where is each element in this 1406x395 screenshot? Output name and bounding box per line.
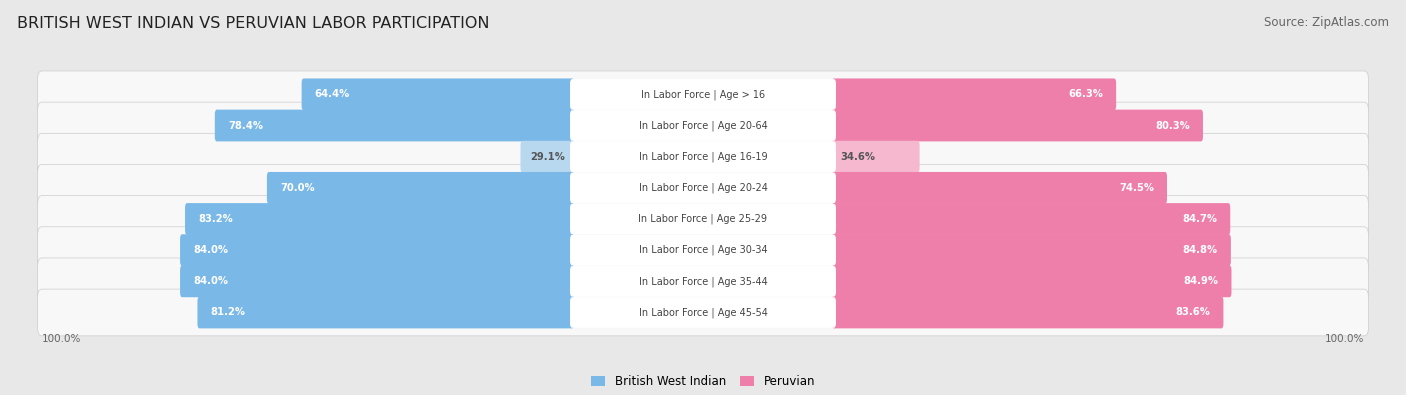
Text: Source: ZipAtlas.com: Source: ZipAtlas.com: [1264, 16, 1389, 29]
Text: In Labor Force | Age 30-34: In Labor Force | Age 30-34: [638, 245, 768, 256]
Text: 84.9%: 84.9%: [1184, 276, 1219, 286]
FancyBboxPatch shape: [38, 289, 1368, 336]
FancyBboxPatch shape: [832, 79, 1116, 110]
FancyBboxPatch shape: [569, 79, 837, 110]
Text: In Labor Force | Age > 16: In Labor Force | Age > 16: [641, 89, 765, 100]
Text: 100.0%: 100.0%: [1324, 334, 1364, 344]
FancyBboxPatch shape: [38, 102, 1368, 149]
FancyBboxPatch shape: [520, 141, 574, 173]
Text: 64.4%: 64.4%: [315, 89, 350, 100]
FancyBboxPatch shape: [569, 110, 837, 141]
FancyBboxPatch shape: [569, 297, 837, 328]
FancyBboxPatch shape: [197, 297, 574, 328]
Text: 83.2%: 83.2%: [198, 214, 233, 224]
Legend: British West Indian, Peruvian: British West Indian, Peruvian: [591, 375, 815, 388]
Text: 84.0%: 84.0%: [193, 245, 228, 255]
FancyBboxPatch shape: [832, 234, 1230, 266]
FancyBboxPatch shape: [38, 134, 1368, 180]
Text: In Labor Force | Age 20-24: In Labor Force | Age 20-24: [638, 182, 768, 193]
Text: In Labor Force | Age 25-29: In Labor Force | Age 25-29: [638, 214, 768, 224]
FancyBboxPatch shape: [38, 196, 1368, 243]
FancyBboxPatch shape: [832, 172, 1167, 204]
FancyBboxPatch shape: [38, 71, 1368, 118]
FancyBboxPatch shape: [569, 141, 837, 172]
Text: 84.8%: 84.8%: [1182, 245, 1218, 255]
FancyBboxPatch shape: [302, 79, 574, 110]
Text: 74.5%: 74.5%: [1119, 183, 1154, 193]
Text: 66.3%: 66.3%: [1069, 89, 1104, 100]
Text: 34.6%: 34.6%: [841, 152, 876, 162]
Text: BRITISH WEST INDIAN VS PERUVIAN LABOR PARTICIPATION: BRITISH WEST INDIAN VS PERUVIAN LABOR PA…: [17, 16, 489, 31]
FancyBboxPatch shape: [38, 164, 1368, 211]
Text: In Labor Force | Age 45-54: In Labor Force | Age 45-54: [638, 307, 768, 318]
FancyBboxPatch shape: [38, 227, 1368, 273]
FancyBboxPatch shape: [832, 203, 1230, 235]
FancyBboxPatch shape: [569, 235, 837, 265]
FancyBboxPatch shape: [832, 141, 920, 173]
FancyBboxPatch shape: [832, 297, 1223, 328]
Text: In Labor Force | Age 35-44: In Labor Force | Age 35-44: [638, 276, 768, 287]
FancyBboxPatch shape: [569, 204, 837, 234]
Text: 70.0%: 70.0%: [280, 183, 315, 193]
FancyBboxPatch shape: [569, 173, 837, 203]
Text: 80.3%: 80.3%: [1156, 120, 1189, 130]
Text: 84.0%: 84.0%: [193, 276, 228, 286]
FancyBboxPatch shape: [569, 266, 837, 297]
Text: 84.7%: 84.7%: [1182, 214, 1218, 224]
FancyBboxPatch shape: [832, 265, 1232, 297]
Text: 81.2%: 81.2%: [211, 307, 246, 318]
Text: 83.6%: 83.6%: [1175, 307, 1211, 318]
Text: 29.1%: 29.1%: [530, 152, 565, 162]
Text: In Labor Force | Age 20-64: In Labor Force | Age 20-64: [638, 120, 768, 131]
FancyBboxPatch shape: [186, 203, 574, 235]
FancyBboxPatch shape: [215, 110, 574, 141]
Text: 100.0%: 100.0%: [42, 334, 82, 344]
FancyBboxPatch shape: [180, 234, 574, 266]
Text: 78.4%: 78.4%: [228, 120, 263, 130]
Text: In Labor Force | Age 16-19: In Labor Force | Age 16-19: [638, 151, 768, 162]
FancyBboxPatch shape: [180, 265, 574, 297]
FancyBboxPatch shape: [38, 258, 1368, 305]
FancyBboxPatch shape: [832, 110, 1204, 141]
FancyBboxPatch shape: [267, 172, 574, 204]
